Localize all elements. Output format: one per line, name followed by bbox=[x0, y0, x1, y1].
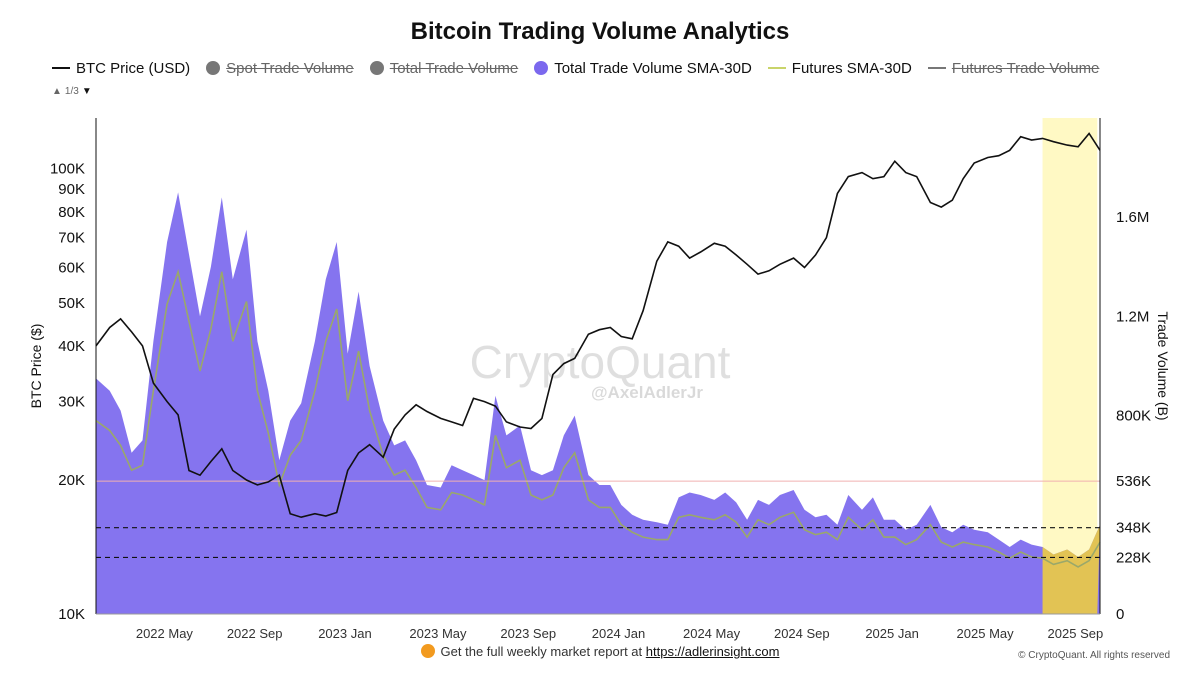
x-tick-label: 2023 May bbox=[409, 626, 467, 641]
footer-text: Get the full weekly market report at bbox=[440, 644, 643, 659]
y-left-tick-label: 80K bbox=[58, 204, 85, 221]
x-tick-label: 2024 Jan bbox=[592, 626, 646, 641]
y-left-tick-label: 100K bbox=[50, 161, 85, 178]
y-right-label: Trade Volume (B) bbox=[1155, 311, 1171, 420]
x-tick-label: 2022 Sep bbox=[227, 626, 283, 641]
y-left-tick-label: 30K bbox=[58, 394, 85, 411]
y-right-tick-label: 1.6M bbox=[1116, 209, 1149, 226]
y-right-tick-label: 1.2M bbox=[1116, 308, 1149, 325]
pager-text: 1/3 bbox=[64, 86, 79, 97]
legend: BTC Price (USD) Spot Trade Volume Total … bbox=[52, 58, 1115, 78]
legend-item-spot-volume[interactable]: Spot Trade Volume bbox=[206, 60, 354, 77]
line-swatch-icon bbox=[767, 67, 786, 69]
y-left-tick-label: 20K bbox=[58, 472, 85, 489]
legend-label: Futures Trade Volume bbox=[951, 59, 1100, 77]
legend-label: Total Trade Volume bbox=[389, 59, 519, 77]
y-right-tick-label: 228K bbox=[1116, 549, 1151, 566]
y-left-tick-label: 90K bbox=[58, 181, 85, 198]
y-left-tick-label: 70K bbox=[58, 230, 85, 247]
x-tick-label: 2025 May bbox=[957, 626, 1015, 641]
dot-swatch-icon bbox=[206, 61, 221, 75]
x-tick-label: 2023 Sep bbox=[500, 626, 556, 641]
x-tick-label: 2025 Jan bbox=[865, 626, 919, 641]
volume-sma-area bbox=[96, 192, 1100, 614]
btc-price-line bbox=[95, 132, 1101, 519]
x-tick-label: 2025 Sep bbox=[1048, 626, 1104, 641]
dot-swatch-icon bbox=[369, 61, 384, 75]
legend-label: BTC Price (USD) bbox=[76, 59, 191, 77]
legend-pager: ▲ 1/3 ▼ bbox=[52, 86, 92, 97]
copyright: © CryptoQuant. All rights reserved bbox=[1018, 650, 1170, 661]
legend-item-btc-price[interactable]: BTC Price (USD) bbox=[52, 60, 190, 77]
x-tick-label: 2022 May bbox=[136, 626, 194, 641]
y-left-tick-label: 50K bbox=[58, 295, 85, 312]
pager-down-icon[interactable]: ▼ bbox=[81, 86, 92, 97]
line-swatch-icon bbox=[927, 67, 946, 69]
watermark-brand: CryptoQuant bbox=[470, 336, 731, 388]
highlight-band bbox=[1042, 118, 1098, 614]
futures-sma-line bbox=[95, 268, 1101, 568]
x-tick-label: 2023 Jan bbox=[318, 626, 372, 641]
legend-item-futures-volume[interactable]: Futures Trade Volume bbox=[927, 59, 1100, 77]
y-right-tick-label: 348K bbox=[1116, 520, 1151, 537]
y-right-tick-label: 800K bbox=[1116, 408, 1151, 425]
legend-label: Futures SMA-30D bbox=[791, 59, 912, 77]
y-left-tick-label: 60K bbox=[58, 260, 85, 277]
y-left-label: BTC Price ($) bbox=[28, 324, 44, 409]
pager-up-icon[interactable]: ▲ bbox=[52, 86, 62, 97]
dot-swatch-icon bbox=[534, 61, 549, 75]
y-right-tick-label: 0 bbox=[1116, 606, 1124, 623]
coin-icon bbox=[420, 644, 435, 658]
watermark-handle: @AxelAdlerJr bbox=[591, 383, 703, 402]
y-left-tick-label: 10K bbox=[58, 606, 85, 623]
x-tick-label: 2024 May bbox=[683, 626, 741, 641]
line-swatch-icon bbox=[52, 67, 70, 69]
legend-item-total-volume[interactable]: Total Trade Volume bbox=[369, 59, 519, 77]
legend-item-futures-sma[interactable]: Futures SMA-30D bbox=[767, 59, 912, 77]
x-tick-label: 2024 Sep bbox=[774, 626, 830, 641]
y-left-tick-label: 40K bbox=[58, 338, 85, 355]
legend-item-total-volume-sma[interactable]: Total Trade Volume SMA-30D bbox=[534, 60, 752, 77]
legend-label: Spot Trade Volume bbox=[226, 59, 354, 77]
highlight-area-overlay bbox=[1042, 524, 1100, 614]
footer: Get the full weekly market report at htt… bbox=[0, 644, 1200, 659]
chart-title: Bitcoin Trading Volume Analytics bbox=[410, 18, 790, 45]
legend-label: Total Trade Volume SMA-30D bbox=[554, 59, 752, 77]
y-right-tick-label: 536K bbox=[1116, 473, 1151, 490]
footer-link[interactable]: https://adlerinsight.com bbox=[645, 644, 780, 659]
